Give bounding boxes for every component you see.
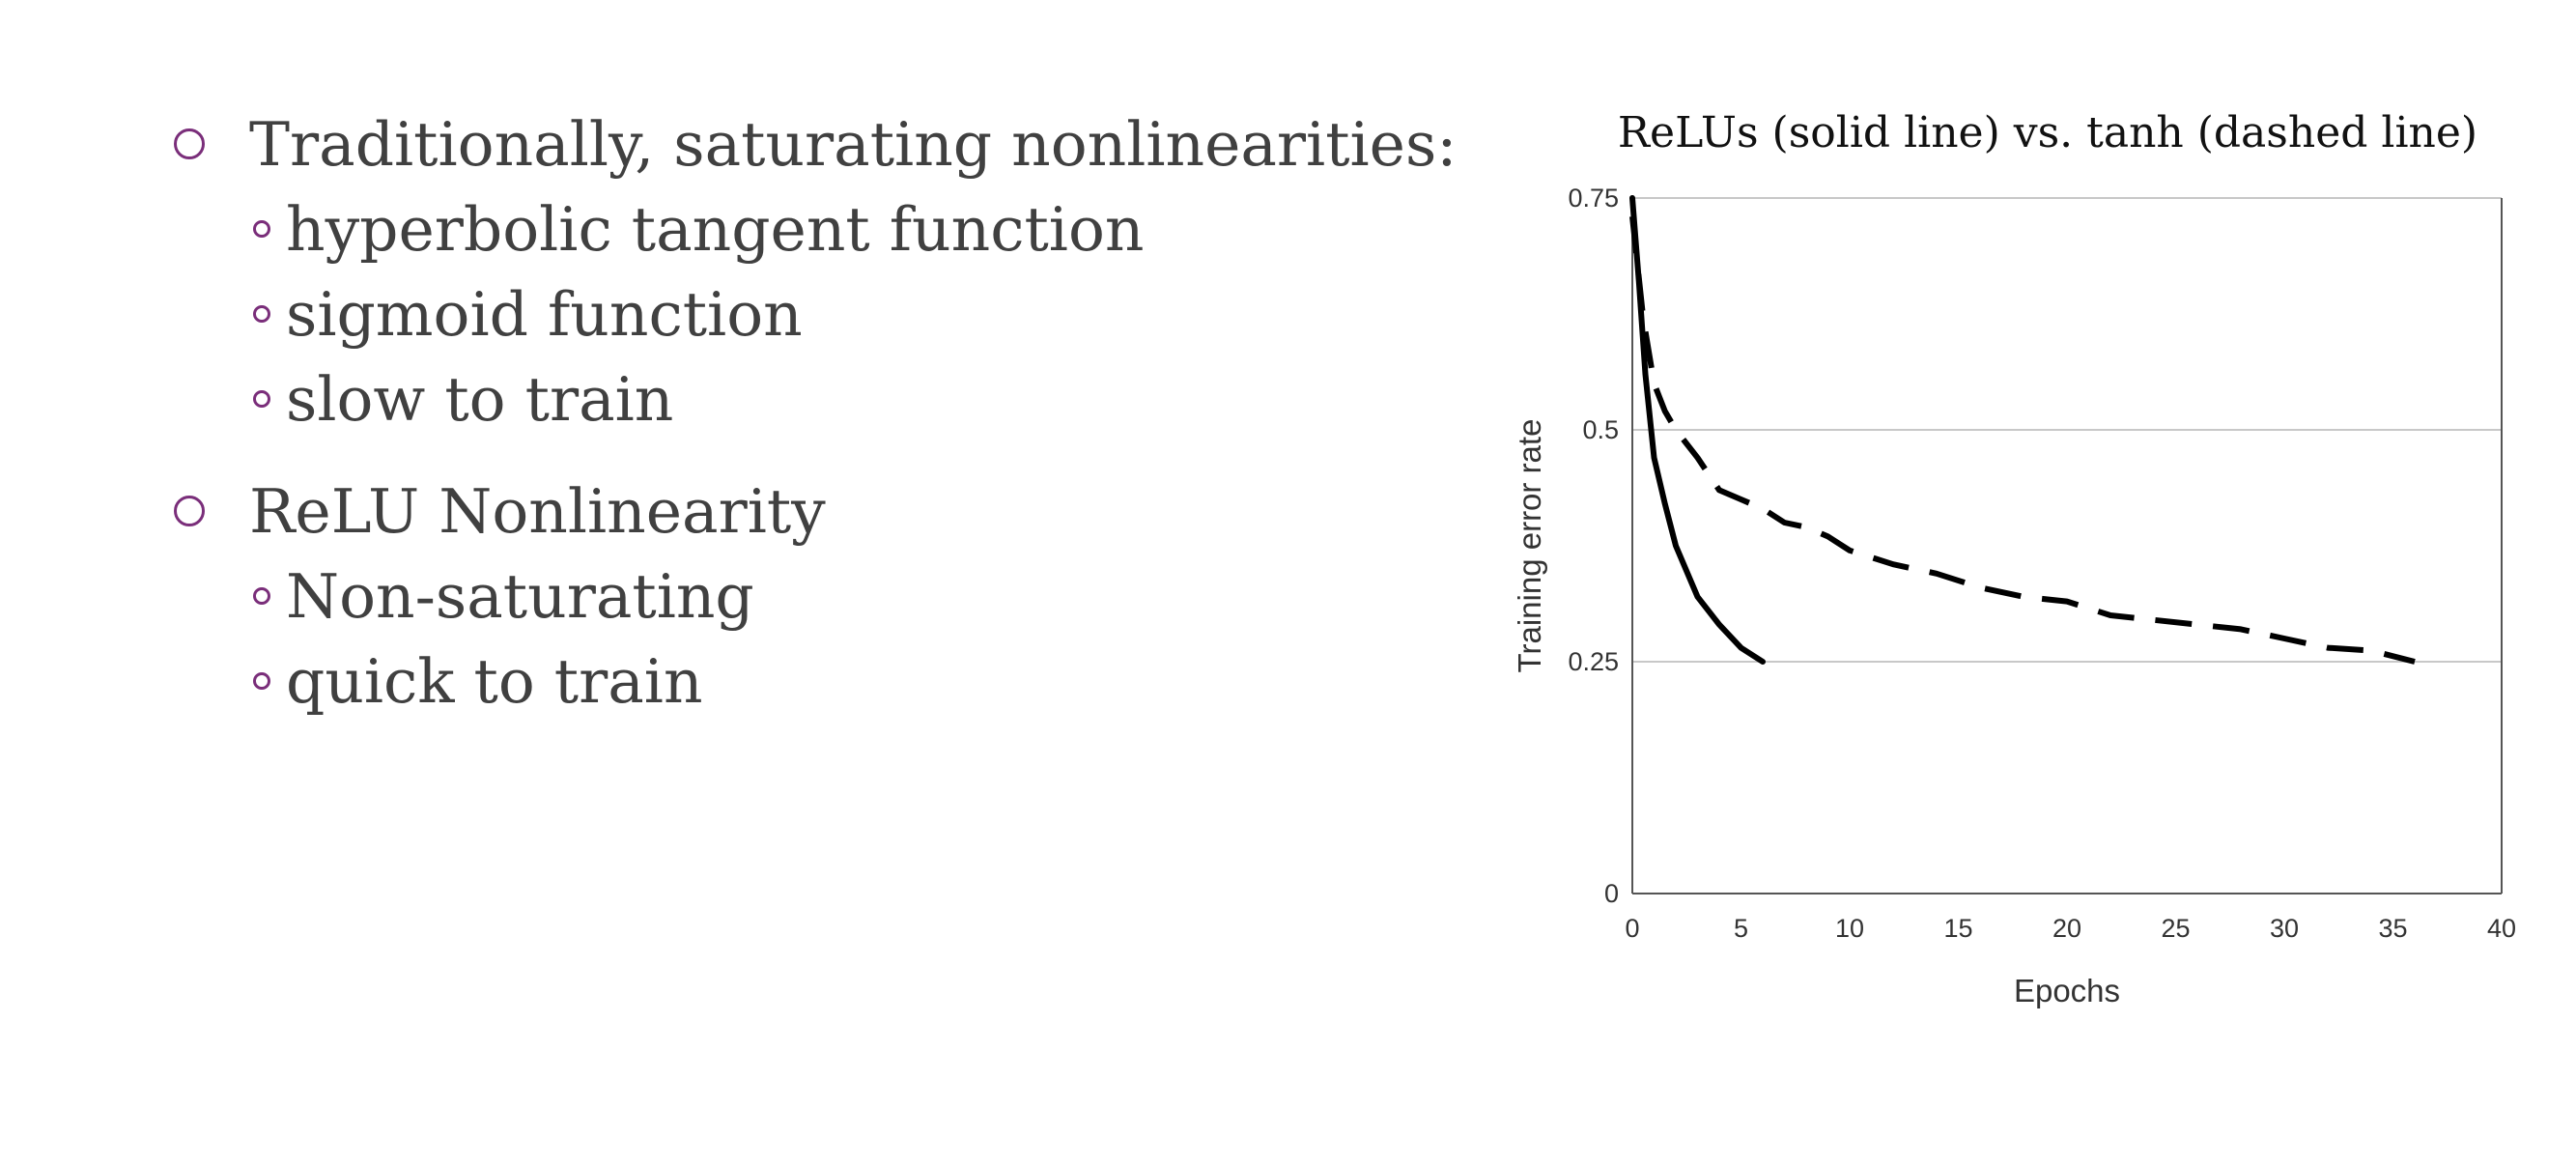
small-circle-bullet-icon [253,587,270,605]
bullet-group-saturating: Traditionally, saturating nonlinearities… [174,101,1458,441]
x-tick-label: 40 [2487,914,2516,943]
x-tick-label: 30 [2270,914,2299,943]
bullet-text: Traditionally, saturating nonlinearities… [249,108,1458,180]
circle-bullet-icon [174,128,205,159]
x-axis-label: Epochs [2014,973,2120,1008]
small-circle-bullet-icon [253,305,270,323]
y-tick-label: 0.75 [1568,184,1619,213]
bullet-group-relu: ReLU Nonlinearity Non-saturating quick t… [174,468,1430,724]
circle-bullet-icon [174,496,205,526]
sub-bullet-item: slow to train [174,356,1430,441]
sub-bullet-text: hyperbolic tangent function [286,193,1145,265]
x-tick-label: 20 [2052,914,2081,943]
axes [1631,198,2503,894]
axis-labels: 0 0.25 0.5 0.75 0 5 10 15 20 25 30 35 40 Epochs Traini… [1512,184,2516,1008]
bullet-text: ReLU Nonlinearity [249,475,826,547]
training-error-chart: 0 0.25 0.5 0.75 0 5 10 15 20 25 30 35 40 Epochs Traini… [1512,184,2516,1008]
sub-bullet-text: quick to train [286,645,703,717]
sub-bullet-text: slow to train [286,363,674,435]
relu-series-line [1629,195,1766,665]
sub-bullet-item: sigmoid function [174,271,1430,356]
sub-bullet-item: quick to train [174,639,1430,724]
gridlines [1632,197,2502,663]
small-circle-bullet-icon [253,390,270,408]
x-tick-label: 15 [1943,914,1972,943]
x-tick-label: 0 [1625,914,1639,943]
chart-title: ReLUs (solid line) vs. tanh (dashed line… [1617,108,2478,157]
series-lines [1629,195,2416,665]
sub-bullet-text: sigmoid function [286,278,803,350]
y-axis-label: Training error rate [1512,419,1547,673]
tanh-series-line [1629,215,2416,665]
small-circle-bullet-icon [253,220,270,238]
bullet-item: ReLU Nonlinearity [174,468,1430,554]
x-tick-label: 5 [1734,914,1748,943]
small-circle-bullet-icon [253,672,270,690]
sub-bullet-item: Non-saturating [174,554,1430,639]
y-tick-label: 0.5 [1582,415,1619,444]
y-tick-label: 0 [1604,879,1619,908]
x-tick-label: 10 [1835,914,1864,943]
sub-bullet-item: hyperbolic tangent function [174,186,1430,271]
bullet-item: Traditionally, saturating nonlinearities… [174,101,1458,186]
x-tick-label: 25 [2161,914,2190,943]
bullet-list: Traditionally, saturating nonlinearities… [174,101,1458,751]
x-tick-label: 35 [2378,914,2407,943]
y-tick-label: 0.25 [1568,647,1619,676]
sub-bullet-text: Non-saturating [286,560,754,632]
